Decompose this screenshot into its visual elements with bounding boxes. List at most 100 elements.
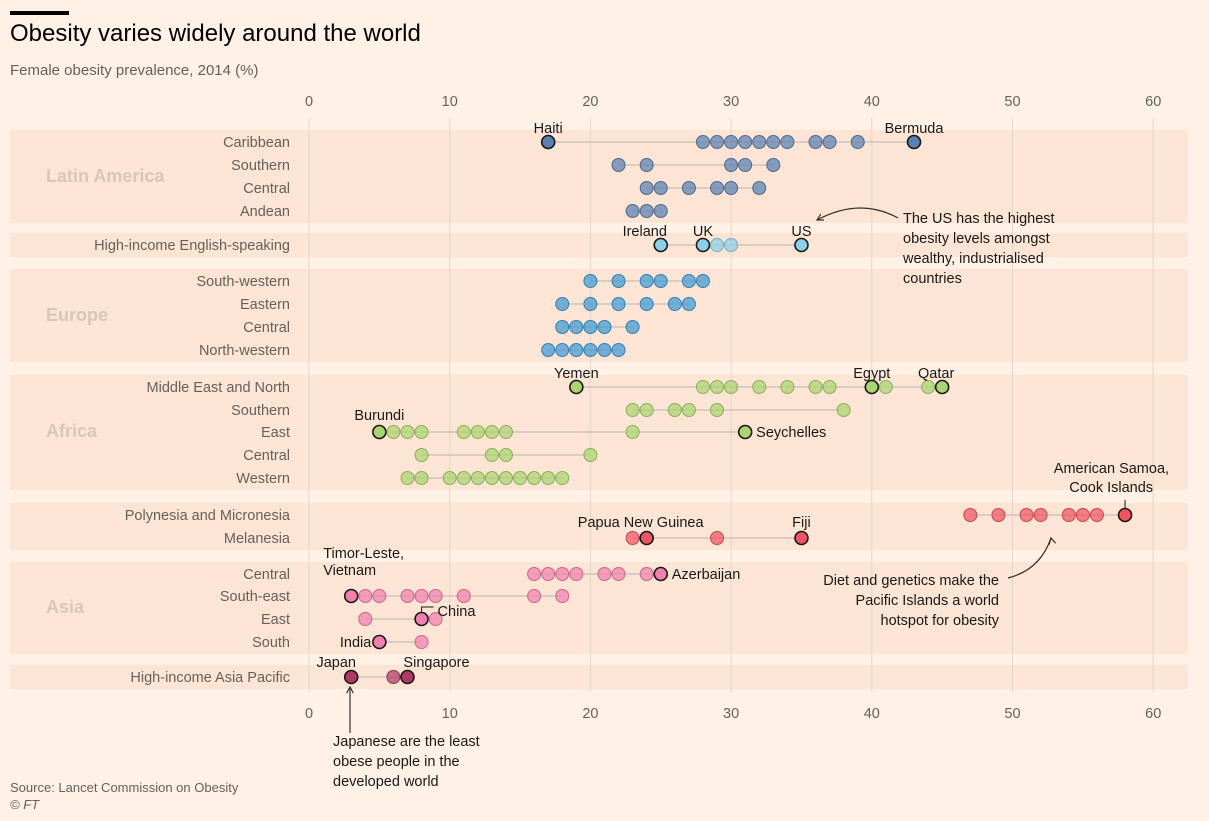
row-label: Southern [231, 158, 290, 174]
row-label: High-income Asia Pacific [130, 670, 290, 686]
data-dot [695, 274, 710, 288]
x-tick-label: 10 [442, 706, 458, 722]
data-dot [541, 567, 556, 581]
data-dot [583, 297, 598, 311]
data-dot [752, 181, 767, 195]
chart-subtitle: Female obesity prevalence, 2014 (%) [10, 62, 259, 79]
data-dot [583, 320, 598, 334]
data-dot [400, 425, 415, 439]
highlight-dot [372, 634, 387, 650]
data-dot [653, 181, 668, 195]
annotation-text: obese people in the [333, 754, 460, 770]
data-dot [639, 274, 654, 288]
data-dot [808, 380, 823, 394]
pacific-annotation-arrow [1007, 537, 1052, 579]
point-label: China [438, 604, 477, 620]
data-dot [372, 589, 387, 603]
data-dot [724, 158, 739, 172]
data-dot [555, 297, 570, 311]
data-dot [555, 320, 570, 334]
row-label: Central [243, 567, 290, 583]
data-dot [498, 425, 513, 439]
data-dot [653, 274, 668, 288]
point-label: Cook Islands [1069, 480, 1153, 496]
x-tick-label: 20 [582, 706, 598, 722]
data-dot [639, 158, 654, 172]
data-dot [681, 274, 696, 288]
data-dot [1089, 508, 1104, 522]
source-note: Source: Lancet Commission on Obesity [10, 780, 239, 795]
data-dot [850, 135, 865, 149]
row-label: North-western [199, 343, 290, 359]
data-dot [484, 471, 499, 485]
data-dot [597, 320, 612, 334]
data-dot [667, 297, 682, 311]
highlight-dot [639, 530, 654, 546]
data-dot [400, 589, 415, 603]
x-tick-label: 20 [582, 94, 598, 110]
data-dot [442, 471, 457, 485]
group-label: Latin America [46, 166, 165, 186]
point-label: Timor-Leste, [323, 546, 404, 562]
point-label: Papua New Guinea [578, 515, 705, 531]
data-dot [569, 343, 584, 357]
group-band [10, 130, 1188, 223]
x-tick-label: 40 [864, 706, 880, 722]
data-dot [597, 343, 612, 357]
data-dot [625, 425, 640, 439]
data-dot [1075, 508, 1090, 522]
group-label: Africa [46, 421, 98, 441]
data-dot [752, 135, 767, 149]
row-label: Southern [231, 403, 290, 419]
highlight-dot [864, 379, 880, 395]
data-dot [527, 589, 542, 603]
data-dot [724, 238, 739, 252]
data-dot [527, 567, 542, 581]
highlight-dot [737, 424, 753, 440]
data-dot [1061, 508, 1076, 522]
row-label: Central [243, 181, 290, 197]
point-label: Singapore [403, 655, 469, 671]
data-dot [484, 448, 499, 462]
data-dot [695, 380, 710, 394]
data-dot [639, 403, 654, 417]
point-label: UK [693, 224, 713, 240]
data-dot [513, 471, 528, 485]
annotation-text: hotspot for obesity [881, 613, 1000, 629]
data-dot [724, 181, 739, 195]
group-band [10, 233, 1188, 257]
data-dot [710, 380, 725, 394]
data-dot [780, 135, 795, 149]
point-label: Azerbaijan [672, 567, 741, 583]
data-dot [498, 448, 513, 462]
row-label: East [261, 425, 290, 441]
point-label: Yemen [554, 366, 599, 382]
highlight-dot [794, 237, 809, 253]
us-annotation-arrow [816, 207, 899, 221]
highlight-dot [414, 611, 429, 627]
row-label: Central [243, 320, 290, 336]
data-dot [639, 297, 654, 311]
data-dot [1033, 508, 1048, 522]
group-label: Europe [46, 305, 108, 325]
data-dot [498, 471, 513, 485]
data-dot [386, 670, 401, 684]
highlight-dot [794, 530, 809, 546]
data-dot [724, 380, 739, 394]
data-dot [414, 448, 429, 462]
point-label: Bermuda [885, 121, 945, 137]
annotation-text: countries [903, 271, 962, 287]
point-label: India [340, 635, 372, 651]
data-dot [710, 403, 725, 417]
data-dot [681, 297, 696, 311]
highlight-dot [569, 379, 584, 395]
data-dot [991, 508, 1006, 522]
highlight-dot [653, 566, 669, 582]
x-tick-label: 0 [305, 706, 313, 722]
point-label: Fiji [792, 515, 811, 531]
row-label: South-western [197, 274, 291, 290]
data-dot [822, 135, 837, 149]
data-dot [456, 471, 471, 485]
data-dot [541, 343, 556, 357]
row-label: Middle East and North [147, 380, 290, 396]
